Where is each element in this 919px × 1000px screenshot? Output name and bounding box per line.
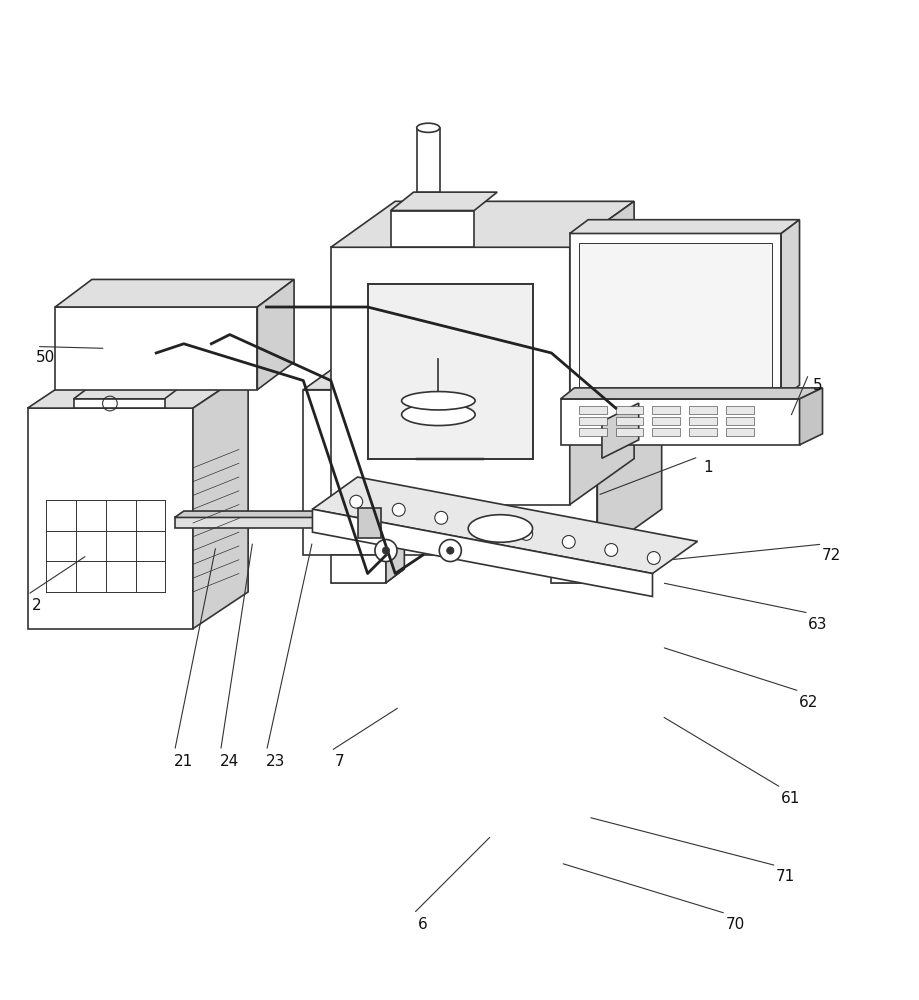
Polygon shape: [175, 517, 386, 528]
FancyBboxPatch shape: [616, 428, 643, 436]
Circle shape: [562, 535, 575, 548]
Text: 72: 72: [823, 548, 841, 563]
Text: 70: 70: [726, 917, 744, 932]
Polygon shape: [28, 408, 193, 629]
Circle shape: [350, 495, 363, 508]
Text: 2: 2: [32, 598, 41, 613]
Polygon shape: [781, 220, 800, 399]
Text: 62: 62: [799, 695, 819, 710]
Polygon shape: [74, 385, 183, 399]
Text: 50: 50: [37, 350, 55, 365]
Polygon shape: [175, 511, 395, 517]
FancyBboxPatch shape: [726, 428, 754, 436]
Text: 61: 61: [780, 791, 800, 806]
Ellipse shape: [416, 123, 439, 132]
FancyBboxPatch shape: [726, 417, 754, 425]
Polygon shape: [331, 569, 404, 583]
Circle shape: [605, 544, 618, 556]
FancyBboxPatch shape: [689, 406, 717, 414]
FancyBboxPatch shape: [616, 406, 643, 414]
FancyBboxPatch shape: [616, 417, 643, 425]
Text: 21: 21: [175, 754, 193, 769]
FancyBboxPatch shape: [689, 417, 717, 425]
Polygon shape: [28, 371, 248, 408]
Text: 24: 24: [221, 754, 239, 769]
Text: 1: 1: [703, 460, 712, 475]
Polygon shape: [551, 569, 625, 583]
Polygon shape: [579, 243, 772, 390]
Ellipse shape: [468, 515, 533, 542]
FancyBboxPatch shape: [416, 128, 439, 192]
Text: 71: 71: [777, 869, 795, 884]
Polygon shape: [193, 371, 248, 629]
Polygon shape: [368, 284, 533, 459]
Polygon shape: [391, 192, 497, 211]
FancyBboxPatch shape: [579, 428, 607, 436]
Polygon shape: [607, 541, 625, 583]
Ellipse shape: [402, 404, 475, 426]
Polygon shape: [570, 233, 781, 399]
Polygon shape: [257, 279, 294, 390]
Text: 63: 63: [808, 617, 828, 632]
Polygon shape: [570, 201, 634, 505]
Polygon shape: [55, 279, 294, 307]
Circle shape: [435, 511, 448, 524]
Polygon shape: [74, 399, 165, 408]
Circle shape: [382, 547, 390, 554]
Polygon shape: [561, 388, 823, 399]
Circle shape: [477, 519, 490, 532]
Polygon shape: [561, 399, 800, 445]
Text: 7: 7: [335, 754, 345, 769]
FancyBboxPatch shape: [652, 406, 680, 414]
FancyBboxPatch shape: [358, 508, 381, 538]
Polygon shape: [303, 344, 662, 390]
Polygon shape: [331, 555, 386, 583]
Text: 5: 5: [813, 378, 823, 393]
Circle shape: [647, 552, 660, 564]
FancyBboxPatch shape: [652, 417, 680, 425]
Polygon shape: [602, 403, 639, 458]
FancyBboxPatch shape: [726, 406, 754, 414]
Polygon shape: [312, 477, 698, 574]
Polygon shape: [597, 344, 662, 555]
Polygon shape: [570, 220, 800, 233]
Circle shape: [520, 527, 533, 540]
FancyBboxPatch shape: [579, 406, 607, 414]
FancyBboxPatch shape: [652, 428, 680, 436]
Polygon shape: [800, 388, 823, 445]
Circle shape: [439, 540, 461, 562]
FancyBboxPatch shape: [689, 428, 717, 436]
Polygon shape: [551, 555, 607, 583]
Polygon shape: [386, 541, 404, 583]
Polygon shape: [303, 390, 597, 555]
Ellipse shape: [402, 392, 475, 410]
Circle shape: [375, 540, 397, 562]
Text: 6: 6: [418, 917, 427, 932]
Polygon shape: [312, 509, 652, 596]
FancyBboxPatch shape: [579, 417, 607, 425]
Text: 23: 23: [266, 754, 286, 769]
Circle shape: [447, 547, 454, 554]
Polygon shape: [391, 211, 474, 247]
Polygon shape: [331, 247, 570, 505]
Polygon shape: [331, 201, 634, 247]
Polygon shape: [55, 307, 257, 390]
Circle shape: [392, 503, 405, 516]
